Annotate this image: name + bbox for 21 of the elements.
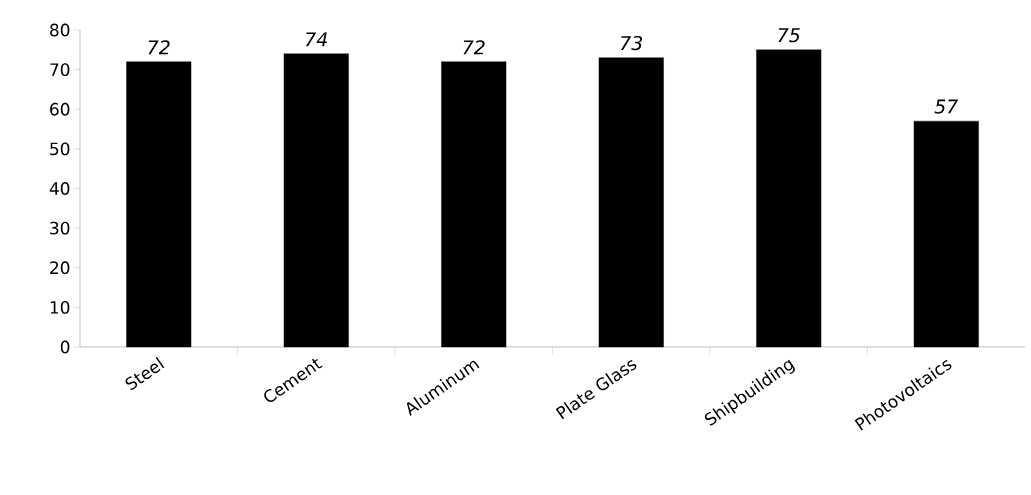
y-tick-label: 50 <box>50 142 70 156</box>
data-label: 74 <box>305 32 327 47</box>
data-label: 72 <box>463 40 485 55</box>
bar <box>913 120 979 348</box>
y-tick-label: 40 <box>49 182 70 195</box>
bar <box>441 61 507 348</box>
bar <box>756 49 822 348</box>
y-tick-label: 70 <box>50 63 70 77</box>
y-tick-label: 60 <box>50 102 70 116</box>
data-label: 72 <box>148 40 170 55</box>
y-tick-label: 0 <box>60 340 70 354</box>
y-tick-label: 80 <box>50 23 70 37</box>
bar <box>126 61 192 348</box>
y-tick-label: 10 <box>50 300 70 314</box>
y-tick-label: 30 <box>50 221 70 235</box>
bar <box>283 53 349 348</box>
data-label: 57 <box>934 99 959 114</box>
data-label: 73 <box>620 35 643 51</box>
bar <box>598 57 664 348</box>
data-label: 75 <box>778 28 800 43</box>
y-tick-label: 20 <box>50 261 70 275</box>
